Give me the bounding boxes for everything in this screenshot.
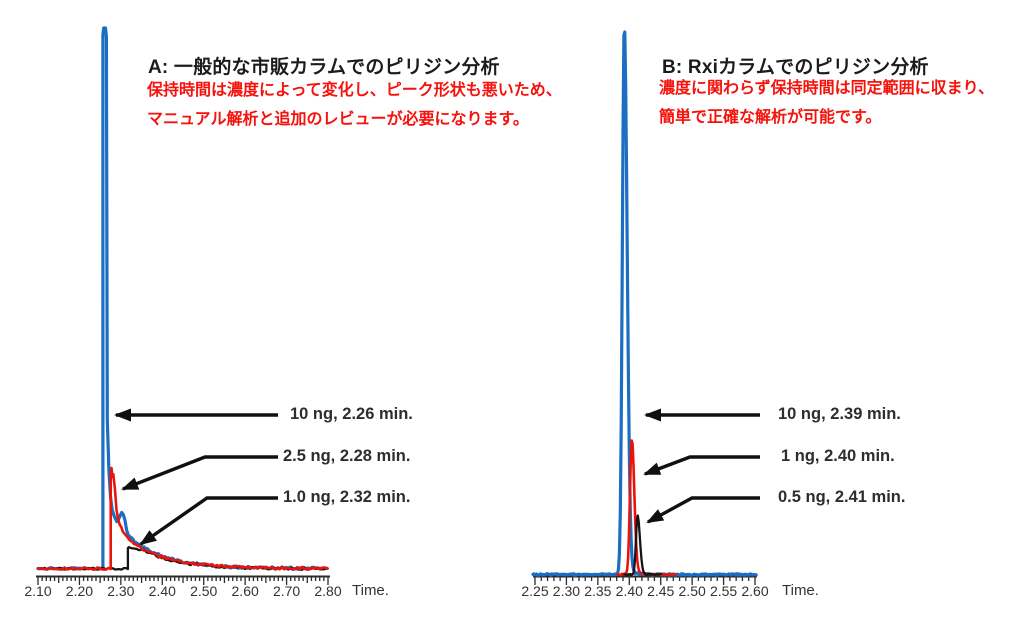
annotation-arrow — [643, 455, 760, 476]
x-tick-label: 2.35 — [584, 583, 611, 599]
x-axis-label-a: Time. — [352, 582, 389, 599]
peak-annotation-a-1-0ng: 1.0 ng, 2.32 min. — [283, 488, 411, 506]
x-tick-label: 2.25 — [521, 583, 548, 599]
chart-b-axis: 2.25 2.30 2.35 2.40 2.45 2.50 2.55 2.60 — [521, 575, 769, 599]
x-tick-label: 2.55 — [710, 583, 737, 599]
x-tick-label: 2.10 — [24, 583, 51, 599]
x-axis-label-b: Time. — [782, 582, 819, 599]
x-tick-label: 2.60 — [232, 583, 259, 599]
x-tick-label: 2.20 — [66, 583, 93, 599]
x-tick-label: 2.45 — [647, 583, 674, 599]
chart-a-arrows — [114, 408, 278, 546]
peak-annotation-a-10ng: 10 ng, 2.26 min. — [290, 405, 413, 423]
x-tick-label: 2.30 — [553, 583, 580, 599]
chart-b: 2.25 2.30 2.35 2.40 2.45 2.50 2.55 2.60 — [521, 30, 769, 599]
peak-annotation-b-0-5ng: 0.5 ng, 2.41 min. — [778, 488, 906, 506]
trace-2-5-ng — [36, 466, 329, 571]
peak-annotation-a-2-5ng: 2.5 ng, 2.28 min. — [283, 447, 411, 465]
panel-a-title: A: 一般的な市販カラムでのピリジン分析 — [148, 56, 500, 78]
chart-b-traces — [531, 30, 758, 577]
peak-annotation-b-1ng: 1 ng, 2.40 min. — [781, 447, 895, 465]
annotation-arrow — [646, 496, 760, 524]
trace-0-5-ng — [623, 514, 663, 577]
panel-a-note-line2: マニュアル解析と追加のレビューが必要になります。 — [147, 111, 529, 128]
x-tick-label: 2.80 — [314, 583, 341, 599]
trace-1-0-ng — [36, 546, 329, 571]
panel-a-note-line1: 保持時間は濃度によって変化し、ピーク形状も悪いため、 — [147, 82, 562, 99]
annotation-arrow — [139, 496, 278, 546]
peak-annotation-b-10ng: 10 ng, 2.39 min. — [778, 405, 901, 423]
chart-a-traces — [36, 26, 329, 572]
x-tick-label: 2.40 — [149, 583, 176, 599]
x-tick-label: 2.30 — [107, 583, 134, 599]
x-tick-label: 2.50 — [679, 583, 706, 599]
panel-b-note-line2: 簡単で正確な解析が可能です。 — [659, 109, 882, 126]
chart-b-arrows — [643, 408, 760, 524]
x-tick-label: 2.70 — [273, 583, 300, 599]
panel-b-note: 濃度に関わらず保持時間は同定範囲に収まり、 簡単で正確な解析が可能です。 — [659, 74, 994, 132]
annotation-arrow — [121, 455, 278, 491]
x-tick-label: 2.40 — [616, 583, 643, 599]
chart-a: 2.10 2.20 2.30 2.40 2.50 2.60 2.70 2.80 — [24, 26, 342, 599]
panel-b-note-line1: 濃度に関わらず保持時間は同定範囲に収まり、 — [659, 80, 995, 97]
chart-a-axis: 2.10 2.20 2.30 2.40 2.50 2.60 2.70 2.80 — [24, 575, 342, 599]
x-tick-label: 2.60 — [741, 583, 768, 599]
x-tick-label: 2.50 — [190, 583, 217, 599]
trace-1-ng — [616, 439, 678, 577]
panel-a-note: 保持時間は濃度によって変化し、ピーク形状も悪いため、 マニュアル解析と追加のレビ… — [147, 76, 562, 134]
panel-b-title: B: Rxiカラムでのピリジン分析 — [662, 56, 929, 78]
